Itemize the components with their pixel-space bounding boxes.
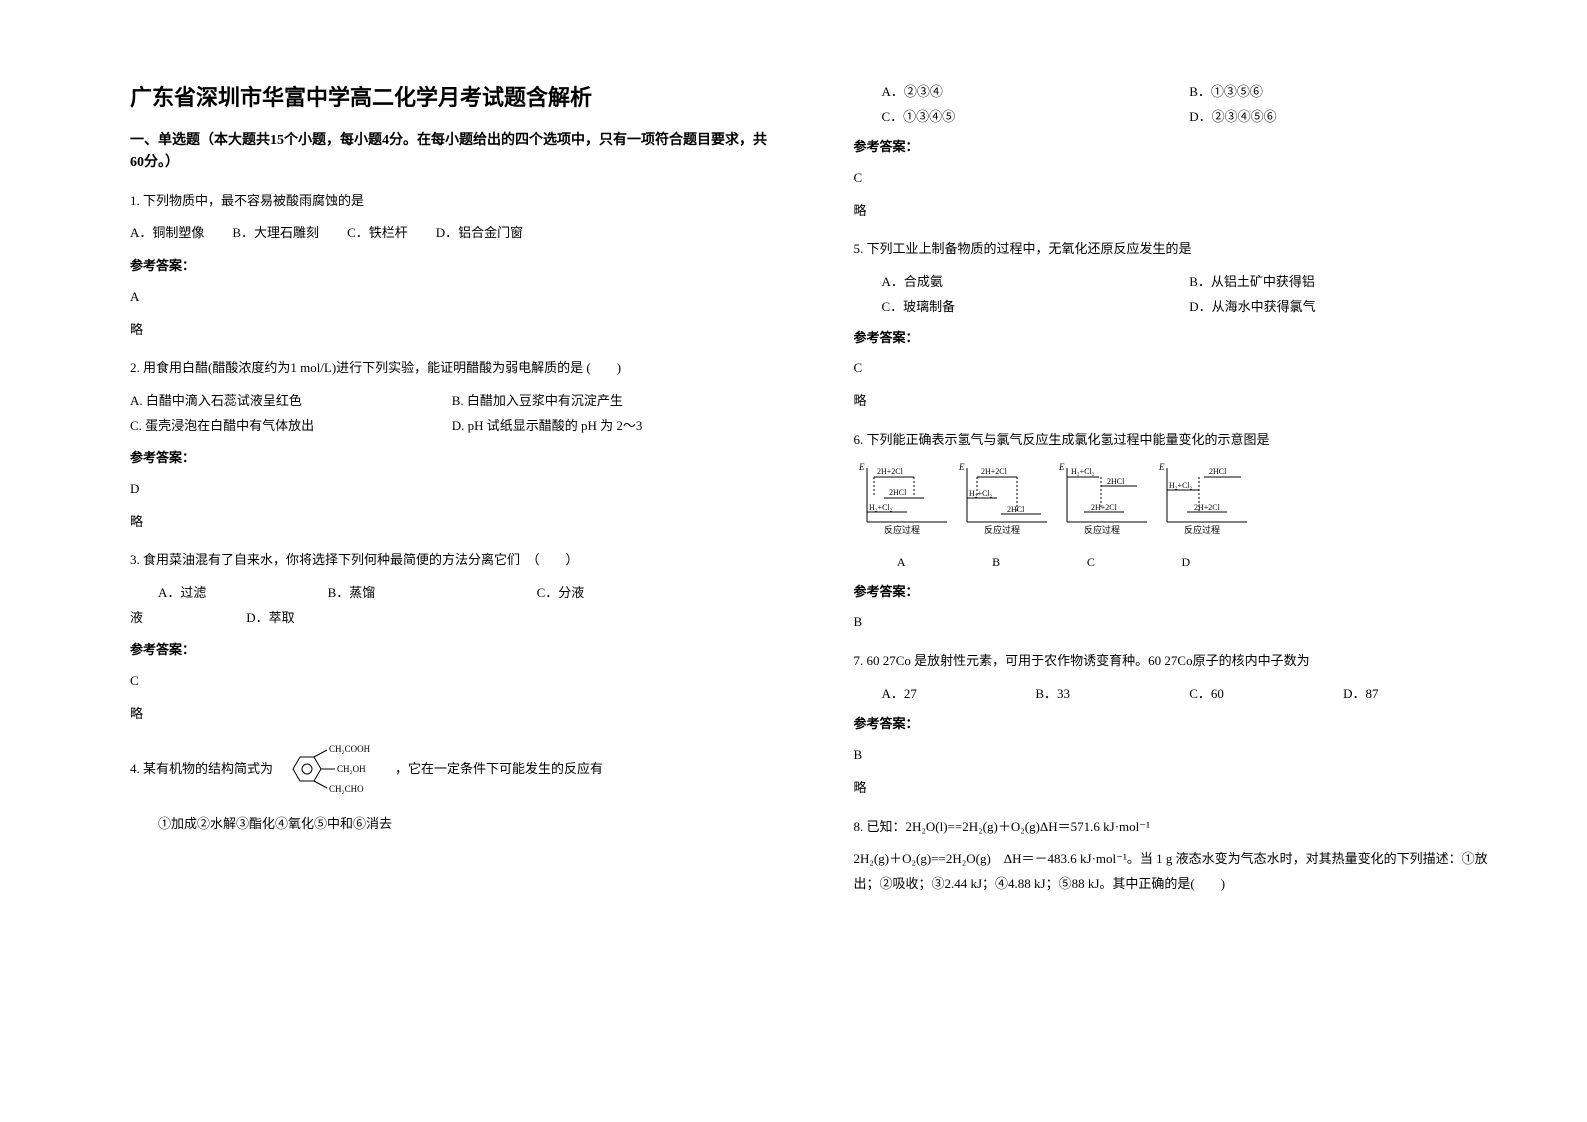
q2-answer: D xyxy=(130,477,774,502)
svg-text:反应过程: 反应过程 xyxy=(1084,524,1120,535)
q4-opt-d: D．②③④⑤⑥ xyxy=(1189,105,1497,130)
q6-label-b: B xyxy=(992,551,1000,574)
svg-text:E: E xyxy=(1158,462,1165,472)
q7-text: 7. 60 27Co 是放射性元素，可用于农作物诱变育种。60 27Co原子的核… xyxy=(854,649,1498,674)
question-6: 6. 下列能正确表示氢气与氯气反应生成氯化氢过程中能量变化的示意图是 E 2H+… xyxy=(854,428,1498,636)
q7-opt-b: B．33 xyxy=(1035,682,1189,707)
q5-opt-b: B．从铝土矿中获得铝 xyxy=(1189,270,1497,295)
svg-text:2HCl: 2HCl xyxy=(1107,477,1125,486)
page-title: 广东省深圳市华富中学高二化学月考试题含解析 xyxy=(130,80,774,112)
q1-text: 1. 下列物质中，最不容易被酸雨腐蚀的是 xyxy=(130,189,774,214)
q2-note: 略 xyxy=(130,510,774,535)
section-header: 一、单选题（本大题共15个小题，每小题4分。在每小题给出的四个选项中，只有一项符… xyxy=(130,130,774,175)
svg-text:反应过程: 反应过程 xyxy=(1184,524,1220,535)
question-4-opts: A．②③④ B．①③⑤⑥ C．①③④⑤ D．②③④⑤⑥ 参考答案： C 略 xyxy=(854,80,1498,223)
q7-note: 略 xyxy=(854,776,1498,801)
benzene-structure-icon: CH₂COOH CH₂OH CH₂CHO xyxy=(279,740,389,798)
q3-opt-c: C．分液 xyxy=(537,585,585,600)
question-3: 3. 食用菜油混有了自来水，你将选择下列何种最简便的方法分离它们 （ ） A．过… xyxy=(130,548,774,726)
q6-answer: B xyxy=(854,610,1498,635)
q5-opt-a: A．合成氨 xyxy=(882,270,1190,295)
energy-diagram-svg: E 2H+2Cl 2HCl H₂+Cl₂ 反应过程 E 2H+2Cl xyxy=(854,460,1254,540)
question-5: 5. 下列工业上制备物质的过程中，无氧化还原反应发生的是 A．合成氨 B．从铝土… xyxy=(854,237,1498,413)
q1-answer: A xyxy=(130,285,774,310)
q4-note: 略 xyxy=(854,199,1498,224)
q2-opt-a: A. 白醋中滴入石蕊试液呈红色 xyxy=(130,389,424,414)
svg-text:E: E xyxy=(1058,462,1065,472)
svg-text:H₂+Cl₂: H₂+Cl₂ xyxy=(969,489,993,498)
q1-answer-label: 参考答案： xyxy=(130,254,774,279)
q3-answer: C xyxy=(130,669,774,694)
q3-text: 3. 食用菜油混有了自来水，你将选择下列何种最简便的方法分离它们 （ ） xyxy=(130,548,774,573)
svg-text:反应过程: 反应过程 xyxy=(984,524,1020,535)
question-1: 1. 下列物质中，最不容易被酸雨腐蚀的是 A．铜制塑像 B．大理石雕刻 C．铁栏… xyxy=(130,189,774,342)
svg-text:2HCl: 2HCl xyxy=(1007,505,1025,514)
q3-opt-d: D．萃取 xyxy=(246,610,294,625)
svg-text:2H+2Cl: 2H+2Cl xyxy=(1194,503,1221,512)
struct-label-3: CH₂CHO xyxy=(329,784,364,794)
q5-text: 5. 下列工业上制备物质的过程中，无氧化还原反应发生的是 xyxy=(854,237,1498,262)
q6-label-c: C xyxy=(1087,551,1095,574)
q1-opt-a: A．铜制塑像 xyxy=(130,221,204,246)
q1-opt-c: C．铁栏杆 xyxy=(347,221,408,246)
q1-note: 略 xyxy=(130,318,774,343)
q3-answer-label: 参考答案： xyxy=(130,638,774,663)
q4-pre: 4. 某有机物的结构简式为 xyxy=(130,757,273,782)
svg-text:2H+2Cl: 2H+2Cl xyxy=(1091,503,1118,512)
q7-opt-d: D．87 xyxy=(1343,682,1497,707)
q4-opt-a: A．②③④ xyxy=(882,80,1190,105)
q2-text: 2. 用食用白醋(醋酸浓度约为1 mol/L)进行下列实验，能证明醋酸为弱电解质… xyxy=(130,356,774,381)
q4-opt-b: B．①③⑤⑥ xyxy=(1189,80,1497,105)
q6-label-d: D xyxy=(1182,551,1191,574)
q7-opt-a: A．27 xyxy=(882,682,1036,707)
question-2: 2. 用食用白醋(醋酸浓度约为1 mol/L)进行下列实验，能证明醋酸为弱电解质… xyxy=(130,356,774,534)
q1-opt-d: D．铝合金门窗 xyxy=(436,221,523,246)
energy-diagrams: E 2H+2Cl 2HCl H₂+Cl₂ 反应过程 E 2H+2Cl xyxy=(854,460,1498,573)
q7-opt-c: C．60 xyxy=(1189,682,1343,707)
q5-answer: C xyxy=(854,356,1498,381)
q2-opt-d: D. pH 试纸显示醋酸的 pH 为 2～3 xyxy=(452,414,746,439)
q4-list: ①加成②水解③酯化④氧化⑤中和⑥消去 xyxy=(130,812,774,837)
q3-opt-a: A．过滤 xyxy=(130,585,206,600)
svg-text:H₂+Cl₂: H₂+Cl₂ xyxy=(1071,467,1095,476)
q6-answer-label: 参考答案： xyxy=(854,580,1498,605)
q2-opt-b: B. 白醋加入豆浆中有沉淀产生 xyxy=(452,389,746,414)
q7-answer: B xyxy=(854,743,1498,768)
struct-label-1: CH₂COOH xyxy=(329,744,371,754)
q5-answer-label: 参考答案： xyxy=(854,326,1498,351)
q5-note: 略 xyxy=(854,389,1498,414)
q3-opt-c-tail: 液 xyxy=(130,610,143,625)
q2-opt-c: C. 蛋壳浸泡在白醋中有气体放出 xyxy=(130,414,424,439)
question-8: 8. 已知：2H₂O(l)==2H₂(g)＋O₂(g)ΔH＝571.6 kJ·m… xyxy=(854,815,1498,897)
svg-text:2H+2Cl: 2H+2Cl xyxy=(981,467,1008,476)
svg-text:2HCl: 2HCl xyxy=(1209,467,1227,476)
question-4: 4. 某有机物的结构简式为 CH₂COOH CH₂OH CH₂CHO ，它在一定… xyxy=(130,740,774,837)
svg-text:H₂+Cl₂: H₂+Cl₂ xyxy=(1169,481,1193,490)
svg-text:E: E xyxy=(858,462,865,472)
q2-answer-label: 参考答案： xyxy=(130,446,774,471)
q3-opt-b: B．蒸馏 xyxy=(328,585,376,600)
svg-text:2H+2Cl: 2H+2Cl xyxy=(877,467,904,476)
q4-answer: C xyxy=(854,166,1498,191)
q7-answer-label: 参考答案： xyxy=(854,712,1498,737)
q5-opt-c: C．玻璃制备 xyxy=(882,295,1190,320)
question-7: 7. 60 27Co 是放射性元素，可用于农作物诱变育种。60 27Co原子的核… xyxy=(854,649,1498,800)
q5-opt-d: D．从海水中获得氯气 xyxy=(1189,295,1497,320)
svg-text:E: E xyxy=(958,462,965,472)
q8-line1: 8. 已知：2H₂O(l)==2H₂(g)＋O₂(g)ΔH＝571.6 kJ·m… xyxy=(854,815,1498,840)
q1-opt-b: B．大理石雕刻 xyxy=(232,221,319,246)
svg-text:2HCl: 2HCl xyxy=(889,488,907,497)
svg-text:H₂+Cl₂: H₂+Cl₂ xyxy=(869,503,893,512)
svg-text:反应过程: 反应过程 xyxy=(884,524,920,535)
q4-post: ，它在一定条件下可能发生的反应有 xyxy=(395,757,603,782)
q6-text: 6. 下列能正确表示氢气与氯气反应生成氯化氢过程中能量变化的示意图是 xyxy=(854,428,1498,453)
q8-line2: 2H₂(g)＋O₂(g)==2H₂O(g) ΔH＝－483.6 kJ·mol⁻¹… xyxy=(854,847,1498,896)
q3-note: 略 xyxy=(130,702,774,727)
struct-label-2: CH₂OH xyxy=(337,764,366,774)
q4-opt-c: C．①③④⑤ xyxy=(882,105,1190,130)
q6-label-a: A xyxy=(897,551,906,574)
q4-answer-label: 参考答案： xyxy=(854,135,1498,160)
